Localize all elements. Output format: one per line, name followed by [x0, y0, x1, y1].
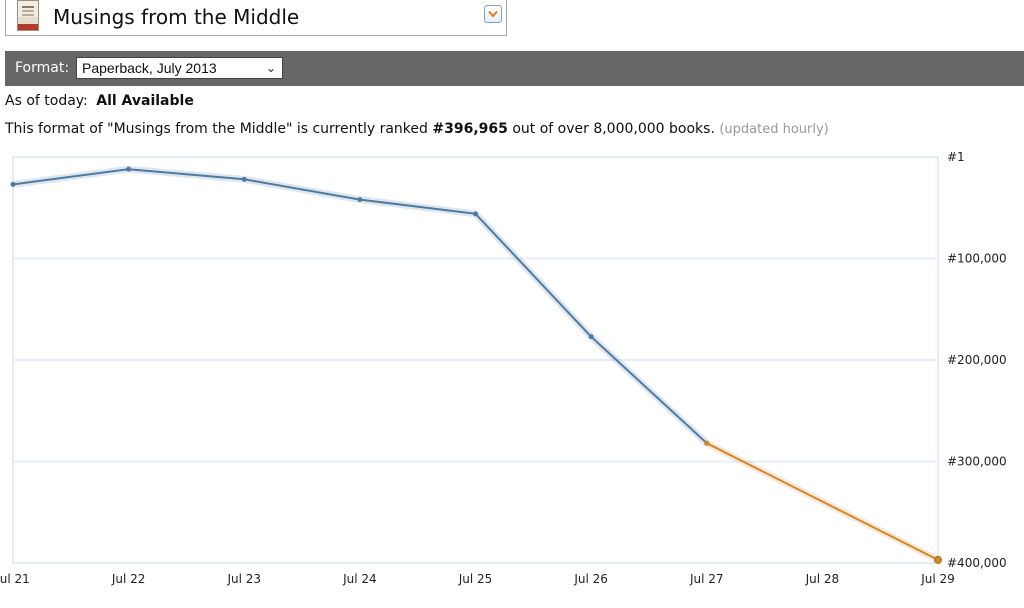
rank-line: This format of "Musings from the Middle"… — [5, 121, 829, 138]
x-tick-label: Jul 25 — [458, 572, 493, 586]
book-title: Musings from the Middle — [53, 5, 300, 29]
format-bar: Format: Paperback, July 2013 ⌄ — [5, 51, 1024, 86]
x-tick-label: Jul 22 — [111, 572, 146, 586]
data-point — [934, 555, 942, 564]
x-tick-label: Jul 29 — [920, 572, 955, 586]
format-select-value: Paperback, July 2013 — [82, 60, 217, 76]
expand-button[interactable] — [484, 5, 502, 23]
y-tick-label: #300,000 — [947, 454, 1007, 468]
data-point — [126, 166, 132, 172]
x-tick-label: Jul 26 — [573, 572, 608, 586]
rank-suffix: out of over 8,000,000 books. — [512, 121, 715, 137]
y-tick-label: #200,000 — [947, 353, 1007, 367]
book-title-box: Musings from the Middle — [5, 0, 507, 36]
x-tick-label: Jul 27 — [689, 572, 724, 586]
y-tick-label: #1 — [947, 150, 965, 164]
data-point — [704, 440, 710, 446]
data-point — [473, 211, 478, 217]
dropdown-chevron-icon: ⌄ — [265, 61, 276, 75]
data-point — [241, 176, 247, 182]
availability-line: As of today: All Available — [5, 93, 194, 109]
x-tick-label: Jul 24 — [342, 572, 377, 586]
rank-prefix: This format of "Musings from the Middle"… — [5, 121, 428, 137]
update-note: (updated hourly) — [719, 122, 829, 137]
chevron-down-icon — [488, 10, 498, 18]
y-tick-label: #400,000 — [947, 556, 1007, 570]
data-point — [588, 334, 594, 340]
series-line — [706, 442, 939, 561]
availability-label: As of today: — [5, 93, 88, 109]
x-tick-label: Jul 23 — [226, 572, 261, 586]
format-select[interactable]: Paperback, July 2013 ⌄ — [76, 57, 283, 79]
data-point — [357, 197, 363, 203]
y-tick-label: #100,000 — [947, 251, 1007, 265]
rank-chart: #1 #100,000 #200,000 #300,000 #400,000 Jul 21… — [0, 150, 1007, 586]
format-label: Format: — [15, 60, 70, 76]
x-tick-label: Jul 28 — [805, 572, 840, 586]
data-point — [10, 181, 16, 187]
x-tick-label: Jul 21 — [0, 572, 30, 586]
rank-value: #396,965 — [432, 121, 508, 137]
availability-value: All Available — [96, 93, 194, 109]
book-cover-icon[interactable] — [17, 0, 39, 31]
